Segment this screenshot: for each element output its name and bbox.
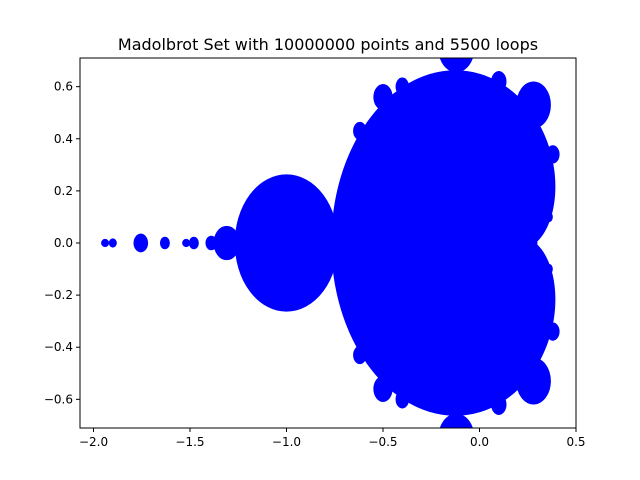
edge-bulb-points <box>353 121 367 141</box>
x-tick-label: −0.5 <box>368 435 397 449</box>
y-tick-label: 0.6 <box>54 80 73 94</box>
y-tick-label: −0.4 <box>44 340 73 354</box>
x-tick-label: −2.0 <box>79 435 108 449</box>
y-tick-label: 0.2 <box>54 184 73 198</box>
edge-bulb-points <box>546 322 560 341</box>
edge-bulb-points <box>491 394 507 415</box>
x-tick-label: 0.0 <box>470 435 489 449</box>
y-tick-label: 0.4 <box>54 132 73 146</box>
satellite-bulb-points <box>159 236 170 250</box>
x-axis: −2.0 −1.5 −1.0 −0.5 0.0 0.5 <box>79 428 586 449</box>
data-points <box>101 58 560 428</box>
chart-title: Madolbrot Set with 10000000 points and 5… <box>118 35 538 54</box>
edge-bulb-points <box>546 145 560 164</box>
satellite-bulb-points <box>188 236 199 250</box>
y-tick-label: 0.0 <box>54 236 73 250</box>
plot-area <box>101 58 560 428</box>
edge-bulb-points <box>439 58 473 73</box>
edge-bulb-points <box>516 357 551 405</box>
satellite-bulb-points <box>108 238 117 248</box>
period-2-bulb-points <box>234 174 339 312</box>
x-tick-label: 0.5 <box>566 435 585 449</box>
satellite-bulb-points <box>101 238 110 248</box>
edge-bulb-points <box>525 235 538 251</box>
edge-bulb-points <box>545 263 553 275</box>
edge-bulb-points <box>491 71 507 92</box>
edge-bulb-points <box>373 375 393 402</box>
satellite-bulb-points <box>133 233 149 253</box>
edge-bulb-points <box>373 84 393 111</box>
y-tick-label: −0.2 <box>44 288 73 302</box>
satellite-bulb-points <box>205 235 217 251</box>
main-cardioid-points <box>331 70 556 416</box>
satellite-bulb-points <box>213 225 240 261</box>
x-tick-label: −1.0 <box>272 435 301 449</box>
x-tick-label: −1.5 <box>175 435 204 449</box>
satellite-bulb-points <box>182 238 191 248</box>
y-axis: −0.6 −0.4 −0.2 0.0 0.2 0.4 0.6 <box>44 80 80 406</box>
edge-bulb-points <box>439 413 473 428</box>
edge-bulb-points <box>395 390 410 409</box>
edge-bulb-points <box>353 345 367 365</box>
edge-bulb-points <box>516 81 551 129</box>
edge-bulb-points <box>395 77 410 96</box>
y-tick-label: −0.6 <box>44 392 73 406</box>
edge-bulb-points <box>545 211 553 223</box>
